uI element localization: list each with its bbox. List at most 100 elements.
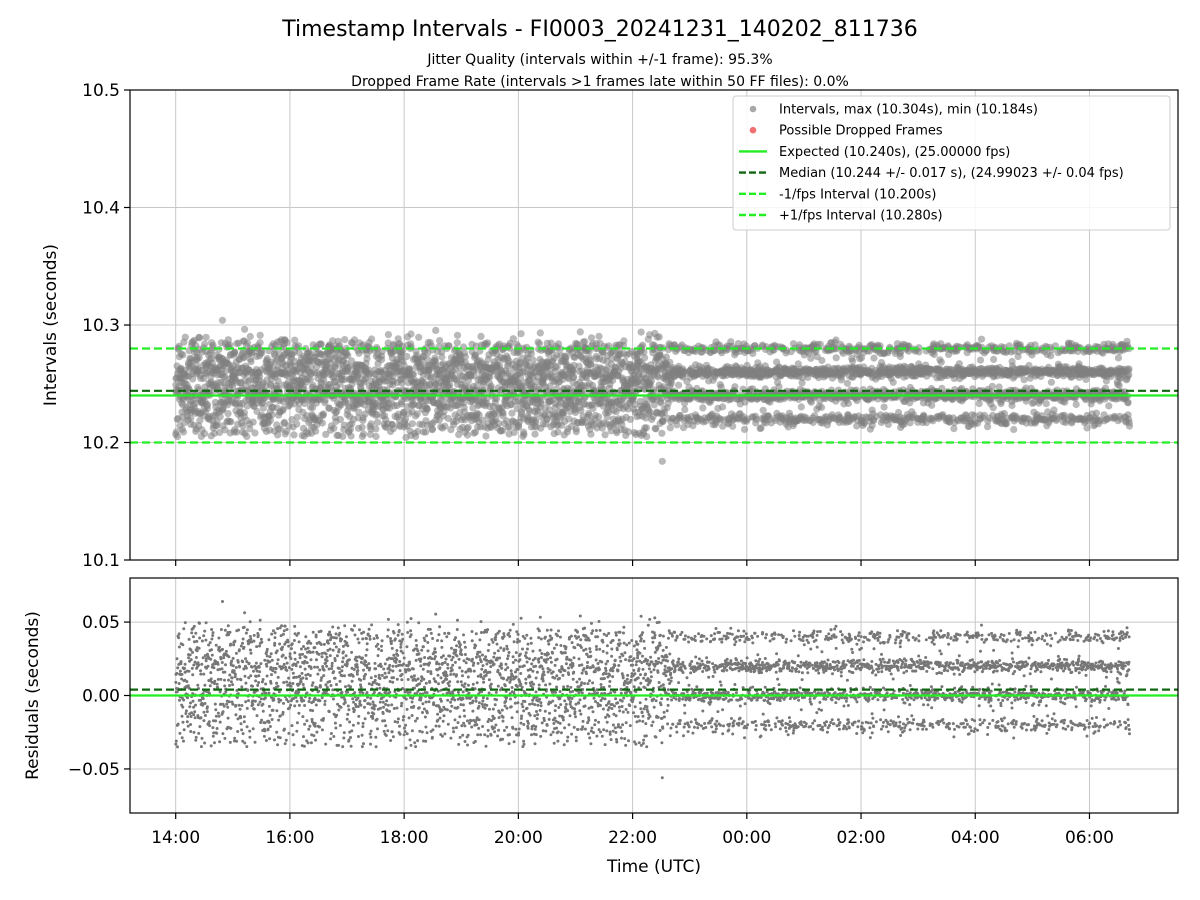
interval-point [274,377,282,385]
interval-point [201,429,209,438]
interval-point [201,340,209,348]
interval-point [224,410,232,418]
interval-point [173,433,182,441]
interval-point [438,353,446,361]
interval-point [319,410,328,418]
interval-point [1042,400,1050,408]
interval-point [520,430,528,439]
interval-point [643,433,651,441]
interval-point [759,406,767,414]
interval-point [1072,400,1080,409]
interval-point [977,335,986,343]
interval-point [576,328,584,336]
interval-point [290,431,298,439]
interval-point [340,421,348,429]
interval-point [1047,378,1055,386]
interval-point [797,403,805,411]
interval-point [330,424,338,432]
interval-point [517,330,525,338]
interval-point [407,330,415,338]
interval-point [196,416,204,424]
interval-point [359,430,368,438]
interval-point [681,406,689,414]
interval-point [358,423,366,431]
interval-point [246,332,254,341]
interval-point [378,356,386,364]
interval-point [368,335,376,343]
interval-point [464,423,472,431]
interval-point [423,405,431,413]
interval-point [499,409,507,417]
interval-point [731,383,739,391]
interval-point [329,337,337,345]
interval-point [344,352,352,360]
interval-point [816,340,824,348]
interval-point [477,332,485,340]
interval-point [415,333,423,341]
interval-point [373,418,382,426]
interval-point [288,416,296,424]
interval-point [291,336,299,344]
interval-point [179,428,188,436]
interval-point [221,426,229,434]
interval-point [453,331,462,339]
interval-point [276,425,284,433]
interval-point [246,425,254,433]
interval-point [251,429,259,437]
interval-point [179,351,187,359]
interval-point [408,420,416,428]
interval-point [988,382,996,390]
interval-point [641,354,649,362]
interval-point [562,353,570,361]
interval-point [293,413,301,421]
interval-point [775,383,783,391]
interval-point [595,332,603,340]
interval-point [181,333,189,341]
interval-point [195,354,203,362]
interval-point [256,372,264,381]
interval-point [484,339,492,347]
interval-point [187,415,195,423]
chart-subtitle-dropped: Dropped Frame Rate (intervals >1 frames … [351,74,849,90]
interval-point [279,405,287,413]
interval-point [655,333,663,341]
interval-point [312,427,320,435]
interval-point [666,424,674,432]
interval-point [487,382,495,390]
interval-point [239,422,247,430]
interval-point [209,341,217,349]
interval-point [241,325,249,333]
interval-point [807,354,815,362]
interval-point [870,354,878,362]
interval-point [532,416,540,424]
interval-point [482,432,490,440]
interval-point [354,371,362,380]
interval-point [554,428,562,436]
interval-point [258,349,266,357]
interval-point [339,432,347,440]
interval-point [372,432,380,441]
interval-point [719,403,727,411]
interval-point [372,425,380,433]
interval-point [637,328,645,336]
interval-point [403,352,411,361]
interval-point [601,431,609,439]
interval-point [384,331,392,339]
interval-point [536,329,544,337]
interval-point [436,337,444,345]
chart-title: Timestamp Intervals - FI0003_20241231_14… [281,17,918,42]
chart-subtitle-jitter: Jitter Quality (intervals within +/-1 fr… [426,52,772,68]
interval-point [283,339,291,347]
interval-point [227,418,235,426]
interval-point [195,334,204,342]
interval-point [673,421,681,429]
interval-point [259,404,267,412]
interval-point [531,430,539,438]
interval-point [1020,376,1028,384]
interval-point [699,404,707,412]
interval-point [463,431,472,439]
interval-point [535,340,544,348]
interval-point [626,415,634,424]
interval-point [587,430,595,438]
